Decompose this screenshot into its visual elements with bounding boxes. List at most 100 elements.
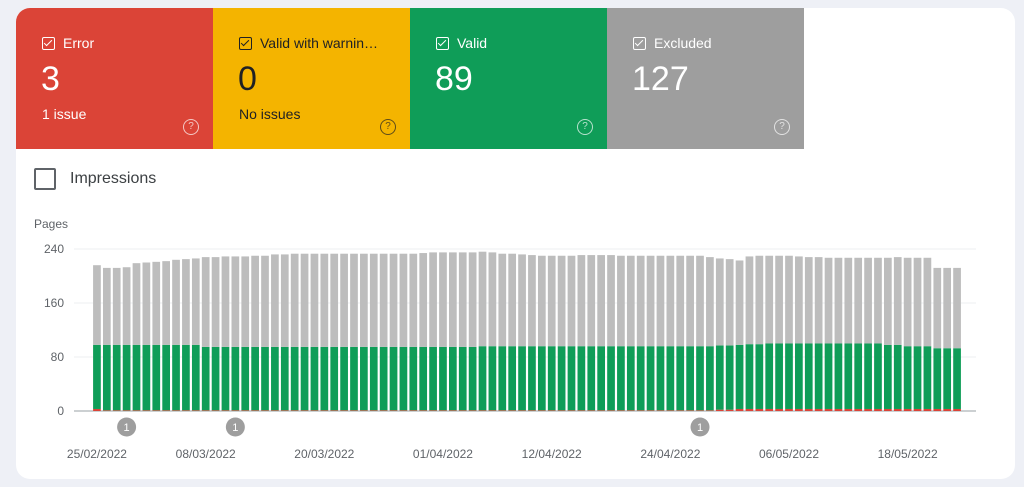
bar-segment[interactable] — [725, 259, 734, 346]
bar-segment[interactable] — [824, 343, 833, 409]
bar-segment[interactable] — [112, 344, 121, 411]
bar-segment[interactable] — [656, 255, 665, 347]
bar-segment[interactable] — [864, 408, 872, 411]
bar-segment[interactable] — [280, 346, 289, 411]
bar-segment[interactable] — [686, 410, 694, 411]
bar-segment[interactable] — [350, 410, 358, 411]
bar-segment[interactable] — [458, 410, 467, 411]
bar-segment[interactable] — [251, 410, 259, 411]
bar-segment[interactable] — [528, 346, 536, 411]
bar-segment[interactable] — [132, 344, 141, 411]
bar-segment[interactable] — [162, 344, 171, 411]
bar-segment[interactable] — [528, 410, 536, 411]
bar-segment[interactable] — [498, 410, 507, 411]
bar-segment[interactable] — [399, 253, 408, 347]
bar-segment[interactable] — [626, 410, 635, 411]
bar-segment[interactable] — [547, 255, 556, 347]
bar-segment[interactable] — [874, 343, 882, 409]
bar-segment[interactable] — [360, 253, 368, 347]
bar-segment[interactable] — [102, 344, 111, 411]
help-icon[interactable]: ? — [183, 119, 199, 135]
bar-segment[interactable] — [330, 410, 339, 411]
bar-segment[interactable] — [478, 251, 487, 347]
bar-segment[interactable] — [933, 267, 942, 349]
bar-segment[interactable] — [172, 410, 180, 411]
bar-segment[interactable] — [419, 253, 428, 347]
bar-segment[interactable] — [715, 409, 724, 411]
bar-segment[interactable] — [765, 343, 774, 409]
bar-segment[interactable] — [696, 255, 704, 347]
bar-segment[interactable] — [607, 410, 615, 411]
bar-segment[interactable] — [320, 253, 329, 347]
bar-segment[interactable] — [676, 410, 685, 411]
bar-segment[interactable] — [537, 346, 546, 411]
bar-segment[interactable] — [409, 346, 418, 411]
bar-segment[interactable] — [913, 408, 922, 411]
help-icon[interactable]: ? — [774, 119, 790, 135]
bar-segment[interactable] — [478, 346, 487, 411]
bar-segment[interactable] — [350, 253, 358, 347]
bar-segment[interactable] — [458, 346, 467, 411]
bar-segment[interactable] — [201, 346, 210, 411]
bar-segment[interactable] — [844, 257, 853, 344]
bar-segment[interactable] — [686, 346, 694, 411]
bar-segment[interactable] — [300, 253, 309, 347]
tile-excluded[interactable]: Excluded 127 ? — [607, 8, 804, 149]
bar-segment[interactable] — [112, 267, 121, 345]
bar-segment[interactable] — [290, 253, 299, 347]
bar-segment[interactable] — [933, 408, 942, 411]
bar-segment[interactable] — [577, 255, 586, 347]
bar-segment[interactable] — [122, 267, 131, 345]
bar-segment[interactable] — [221, 346, 230, 411]
bar-segment[interactable] — [389, 346, 398, 411]
bar-segment[interactable] — [883, 408, 892, 411]
bar-segment[interactable] — [488, 346, 497, 411]
bar-segment[interactable] — [864, 257, 872, 344]
bar-segment[interactable] — [666, 346, 675, 411]
annotation-marker[interactable]: 1 — [690, 417, 710, 437]
bar-segment[interactable] — [795, 343, 803, 409]
bar-segment[interactable] — [775, 408, 783, 411]
bar-segment[interactable] — [893, 257, 902, 345]
bar-segment[interactable] — [211, 257, 220, 347]
bar-segment[interactable] — [795, 408, 803, 411]
bar-segment[interactable] — [310, 253, 319, 347]
bar-segment[interactable] — [152, 261, 161, 345]
bar-segment[interactable] — [656, 410, 665, 411]
bar-segment[interactable] — [745, 256, 754, 345]
bar-segment[interactable] — [923, 257, 932, 347]
bar-segment[interactable] — [152, 410, 161, 411]
bar-segment[interactable] — [320, 346, 329, 411]
bar-segment[interactable] — [755, 408, 764, 411]
bar-segment[interactable] — [597, 346, 606, 411]
bar-segment[interactable] — [448, 252, 457, 347]
bar-segment[interactable] — [191, 258, 200, 345]
bar-segment[interactable] — [360, 410, 368, 411]
bar-segment[interactable] — [379, 410, 388, 411]
bar-segment[interactable] — [211, 410, 220, 411]
bar-segment[interactable] — [834, 257, 843, 344]
bar-segment[interactable] — [666, 255, 675, 347]
bar-segment[interactable] — [636, 410, 645, 411]
bar-segment[interactable] — [409, 253, 418, 347]
bar-segment[interactable] — [468, 346, 477, 411]
bar-segment[interactable] — [943, 348, 952, 409]
bar-segment[interactable] — [112, 410, 121, 411]
bar-segment[interactable] — [765, 255, 774, 344]
bar-segment[interactable] — [686, 255, 694, 347]
bar-segment[interactable] — [132, 263, 141, 345]
bar-segment[interactable] — [330, 346, 339, 411]
bar-segment[interactable] — [646, 410, 655, 411]
bar-segment[interactable] — [537, 410, 546, 411]
bar-segment[interactable] — [854, 257, 863, 344]
bar-segment[interactable] — [735, 260, 744, 345]
bar-segment[interactable] — [587, 346, 596, 411]
bar-segment[interactable] — [261, 346, 269, 411]
bar-segment[interactable] — [261, 410, 269, 411]
bar-segment[interactable] — [834, 408, 843, 411]
bar-segment[interactable] — [715, 345, 724, 410]
bar-segment[interactable] — [231, 410, 240, 411]
bar-segment[interactable] — [547, 346, 556, 411]
bar-segment[interactable] — [201, 257, 210, 347]
bar-segment[interactable] — [528, 255, 536, 347]
